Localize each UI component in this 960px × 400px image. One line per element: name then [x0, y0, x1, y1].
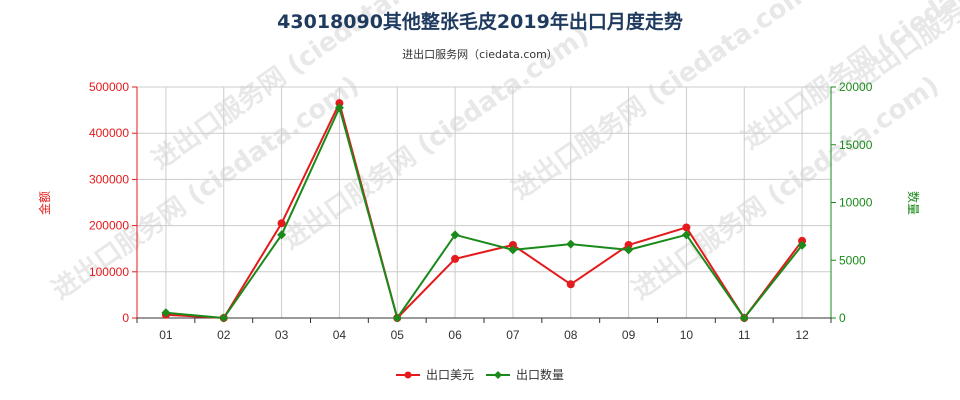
x-axis-tick-label: 08 [564, 328, 578, 342]
y-axis-left-tick-label: 0 [122, 311, 129, 325]
y-axis-right-tick-label: 10000 [839, 196, 873, 210]
y-axis-left-tick-label: 200000 [89, 219, 129, 233]
y-axis-right-tick-label: 5000 [839, 253, 866, 267]
x-axis-tick-label: 05 [391, 328, 405, 342]
data-point-quantity [797, 240, 807, 250]
watermark: 进出口服务网 (ciedata.com)进出口服务网 (ciedata.com)… [47, 0, 960, 306]
data-point-quantity [681, 230, 691, 240]
chart-title: 43018090其他整张毛皮2019年出口月度走势 [277, 10, 683, 33]
data-point-quantity [161, 308, 171, 318]
data-point-quantity [624, 245, 634, 255]
y-axis-left-tick-label: 300000 [89, 172, 129, 186]
y-axis-left-tick-label: 500000 [89, 80, 129, 94]
data-point-amount [508, 241, 517, 250]
legend-label-amount: 出口美元 [426, 368, 474, 382]
x-axis-tick-label: 04 [333, 328, 347, 342]
x-axis-tick-label: 06 [448, 328, 462, 342]
y-axis-right-tick-label: 15000 [839, 138, 873, 152]
axes: 0 100000 200000 300000 400000 500000 0 5000 1000… [89, 80, 873, 342]
data-point-amount [624, 241, 633, 250]
y-axis-right-tick-label: 0 [839, 311, 846, 325]
y-axis-left-tick-label: 400000 [89, 126, 129, 140]
series-line-amount [165, 100, 803, 320]
legend-marker-amount [404, 371, 412, 379]
y-axis-right-tick-label: 20000 [839, 80, 873, 94]
data-point-amount [682, 223, 691, 232]
data-point-quantity [508, 245, 518, 255]
data-point-quantity [450, 230, 460, 240]
data-point-amount [335, 99, 344, 108]
data-point-quantity [277, 230, 287, 240]
y-axis-right-title: 数量 [906, 191, 921, 215]
x-axis-tick-label: 07 [506, 328, 520, 342]
data-point-amount [451, 254, 460, 263]
x-axis-tick-label: 01 [159, 328, 173, 342]
x-axis-tick-label: 03 [275, 328, 289, 342]
data-point-quantity [566, 239, 576, 249]
series [161, 99, 807, 323]
x-axis-tick-label: 02 [217, 328, 231, 342]
data-point-quantity [739, 313, 749, 323]
x-axis-tick-label: 12 [795, 328, 809, 342]
legend-marker-quantity [494, 371, 502, 379]
chart-subtitle: 进出口服务网（ciedata.com） [402, 47, 558, 61]
data-point-quantity [219, 313, 229, 323]
y-axis-left-tick-label: 100000 [89, 265, 129, 279]
y-axis-left-title: 金额 [37, 191, 52, 215]
data-point-amount [566, 280, 575, 289]
legend: 出口美元 出口数量 [396, 367, 564, 382]
x-axis-tick-label: 10 [680, 328, 694, 342]
x-axis-tick-label: 09 [622, 328, 636, 342]
data-point-quantity [334, 103, 344, 113]
series-line-quantity [165, 104, 803, 321]
x-axis-tick-label: 11 [738, 328, 751, 342]
data-point-amount [277, 219, 286, 228]
legend-item-amount[interactable]: 出口美元 [396, 368, 474, 382]
data-point-quantity [392, 313, 402, 323]
legend-item-quantity[interactable]: 出口数量 [486, 367, 564, 382]
legend-label-quantity: 出口数量 [516, 367, 564, 382]
